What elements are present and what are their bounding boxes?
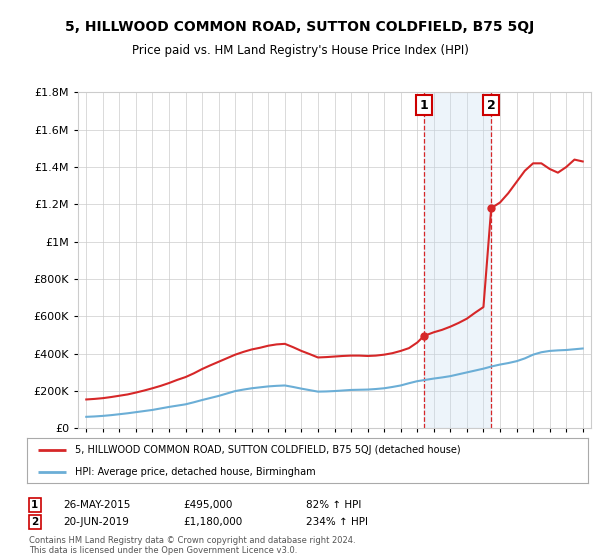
Text: £495,000: £495,000: [183, 500, 232, 510]
Text: 1: 1: [31, 500, 38, 510]
Text: 1: 1: [419, 99, 428, 112]
Text: Contains HM Land Registry data © Crown copyright and database right 2024.
This d: Contains HM Land Registry data © Crown c…: [29, 536, 355, 555]
Bar: [424, 92, 491, 428]
Text: HPI: Average price, detached house, Birmingham: HPI: Average price, detached house, Birm…: [74, 466, 316, 477]
Text: 5, HILLWOOD COMMON ROAD, SUTTON COLDFIELD, B75 5QJ (detached house): 5, HILLWOOD COMMON ROAD, SUTTON COLDFIEL…: [74, 445, 460, 455]
Text: 234% ↑ HPI: 234% ↑ HPI: [306, 517, 368, 527]
Text: 82% ↑ HPI: 82% ↑ HPI: [306, 500, 361, 510]
Text: 26-MAY-2015: 26-MAY-2015: [63, 500, 130, 510]
Text: £1,180,000: £1,180,000: [183, 517, 242, 527]
Text: 2: 2: [31, 517, 38, 527]
Text: 20-JUN-2019: 20-JUN-2019: [63, 517, 129, 527]
Text: Price paid vs. HM Land Registry's House Price Index (HPI): Price paid vs. HM Land Registry's House …: [131, 44, 469, 57]
Text: 5, HILLWOOD COMMON ROAD, SUTTON COLDFIELD, B75 5QJ: 5, HILLWOOD COMMON ROAD, SUTTON COLDFIEL…: [65, 20, 535, 34]
Text: 2: 2: [487, 99, 496, 112]
